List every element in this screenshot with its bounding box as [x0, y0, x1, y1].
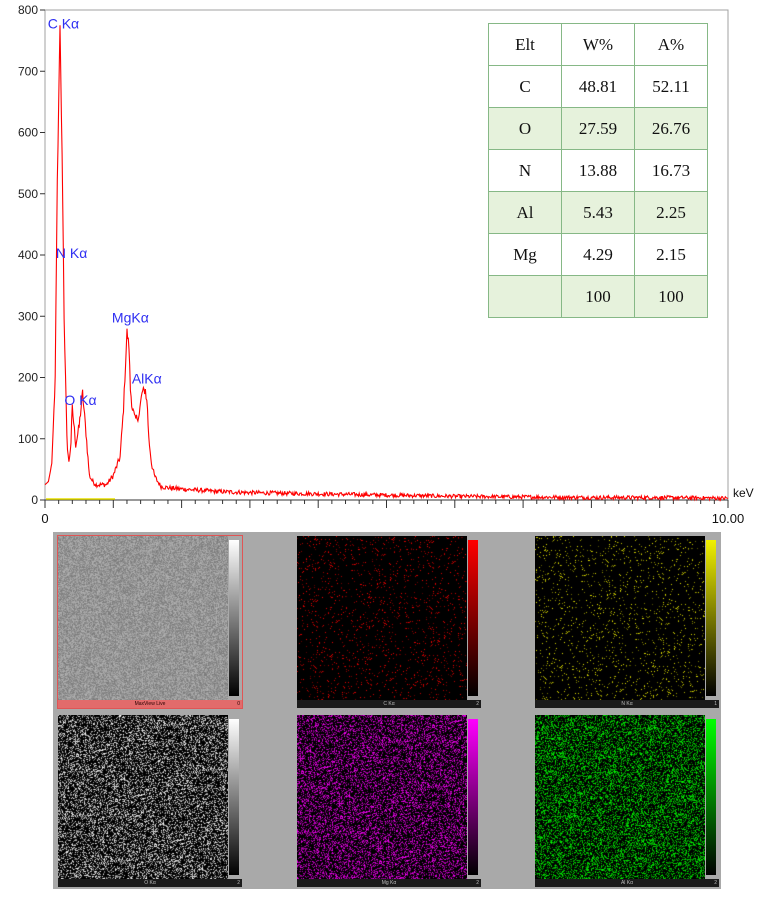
y-tick-label: 500	[18, 187, 38, 201]
map-caption: O Kα 2	[58, 879, 242, 887]
table-header-row: Elt W% A%	[488, 23, 708, 66]
table-row: Al 5.43 2.25	[488, 191, 708, 234]
table-row: N 13.88 16.73	[488, 149, 708, 192]
y-tick-label: 300	[18, 309, 38, 323]
x-unit-label: keV	[733, 486, 754, 500]
cell-element: C	[488, 65, 562, 108]
y-tick-label: 800	[18, 3, 38, 17]
map-label: O Kα	[144, 880, 156, 886]
intensity-scale-bar	[229, 540, 239, 696]
cell-atomic-percent: 2.15	[634, 233, 708, 276]
y-tick-label: 0	[31, 493, 38, 507]
cell-atomic-percent: 26.76	[634, 107, 708, 150]
map-caption: Al Kα 2	[535, 879, 719, 887]
cell-element: N	[488, 149, 562, 192]
y-tick-label: 600	[18, 126, 38, 140]
cell-element	[488, 275, 562, 318]
header-element: Elt	[488, 23, 562, 66]
cell-atomic-percent: 100	[634, 275, 708, 318]
intensity-scale-bar	[706, 540, 716, 696]
table-row: C 48.81 52.11	[488, 65, 708, 108]
intensity-scale-bar	[229, 719, 239, 875]
map-max-value: 2	[476, 701, 479, 707]
y-axis: 0 100 200 300 400 500 600 700 800	[18, 3, 45, 507]
cell-atomic-percent: 16.73	[634, 149, 708, 192]
element-map-tile[interactable]: N Kα 1	[535, 536, 719, 708]
intensity-scale-bar	[468, 540, 478, 696]
map-caption: N Kα 1	[535, 700, 719, 708]
map-caption: C Kα 2	[297, 700, 481, 708]
intensity-scale-bar	[706, 719, 716, 875]
cell-atomic-percent: 52.11	[634, 65, 708, 108]
element-map-image	[297, 715, 467, 879]
cell-weight-percent: 27.59	[561, 107, 635, 150]
cell-element: Al	[488, 191, 562, 234]
element-map-image	[58, 715, 228, 879]
map-label: N Kα	[621, 701, 633, 707]
x-tick-label: 10.00	[712, 511, 745, 526]
cell-weight-percent: 13.88	[561, 149, 635, 192]
element-map-tile[interactable]: C Kα 2	[297, 536, 481, 708]
header-atomic-percent: A%	[634, 23, 708, 66]
element-map-image	[535, 536, 705, 700]
element-map-panel: MaxView Live 0 C Kα 2 N Kα 1 O Kα 2 Mg Kα 2 Al Kα 2	[53, 532, 721, 889]
spectrum-series-line	[44, 25, 729, 502]
map-max-value: 2	[237, 880, 240, 886]
element-map-image	[297, 536, 467, 700]
map-label: Mg Kα	[381, 880, 397, 886]
table-row: 100 100	[488, 275, 708, 318]
cell-weight-percent: 48.81	[561, 65, 635, 108]
y-tick-label: 200	[18, 371, 38, 385]
map-caption: MaxView Live 0	[58, 700, 242, 708]
element-map-image	[58, 536, 228, 700]
table-row: Mg 4.29 2.15	[488, 233, 708, 276]
cell-atomic-percent: 2.25	[634, 191, 708, 234]
element-map-image	[535, 715, 705, 879]
header-weight-percent: W%	[561, 23, 635, 66]
map-label: Al Kα	[620, 880, 634, 886]
peak-label: N Kα	[56, 245, 87, 261]
peak-labels: C Kα N Kα O Kα MgKα AlKα	[48, 15, 162, 408]
element-map-tile[interactable]: O Kα 2	[58, 715, 242, 887]
map-max-value: 1	[714, 701, 717, 707]
cell-weight-percent: 100	[561, 275, 635, 318]
map-label: C Kα	[383, 701, 395, 707]
element-map-tile[interactable]: Mg Kα 2	[297, 715, 481, 887]
element-map-tile[interactable]: MaxView Live 0	[57, 535, 243, 709]
peak-label: MgKα	[112, 309, 149, 325]
peak-label: O Kα	[64, 392, 96, 408]
cell-weight-percent: 4.29	[561, 233, 635, 276]
y-tick-label: 100	[18, 432, 38, 446]
x-tick-label: 0	[41, 511, 48, 526]
map-max-value: 2	[714, 880, 717, 886]
map-max-value: 2	[476, 880, 479, 886]
peak-label: C Kα	[48, 15, 79, 31]
element-map-tile[interactable]: Al Kα 2	[535, 715, 719, 887]
y-tick-label: 400	[18, 248, 38, 262]
peak-label: AlKα	[132, 371, 162, 387]
map-max-value: 0	[237, 701, 240, 707]
cell-element: Mg	[488, 233, 562, 276]
y-tick-label: 700	[18, 64, 38, 78]
intensity-scale-bar	[468, 719, 478, 875]
cell-weight-percent: 5.43	[561, 191, 635, 234]
composition-table: Elt W% A% C 48.81 52.11 O 27.59 26.76 N 13.88 16…	[488, 23, 708, 318]
map-caption: Mg Kα 2	[297, 879, 481, 887]
map-label: MaxView Live	[134, 701, 166, 707]
cell-element: O	[488, 107, 562, 150]
table-row: O 27.59 26.76	[488, 107, 708, 150]
x-axis: 0 10.00 keV	[41, 486, 753, 526]
